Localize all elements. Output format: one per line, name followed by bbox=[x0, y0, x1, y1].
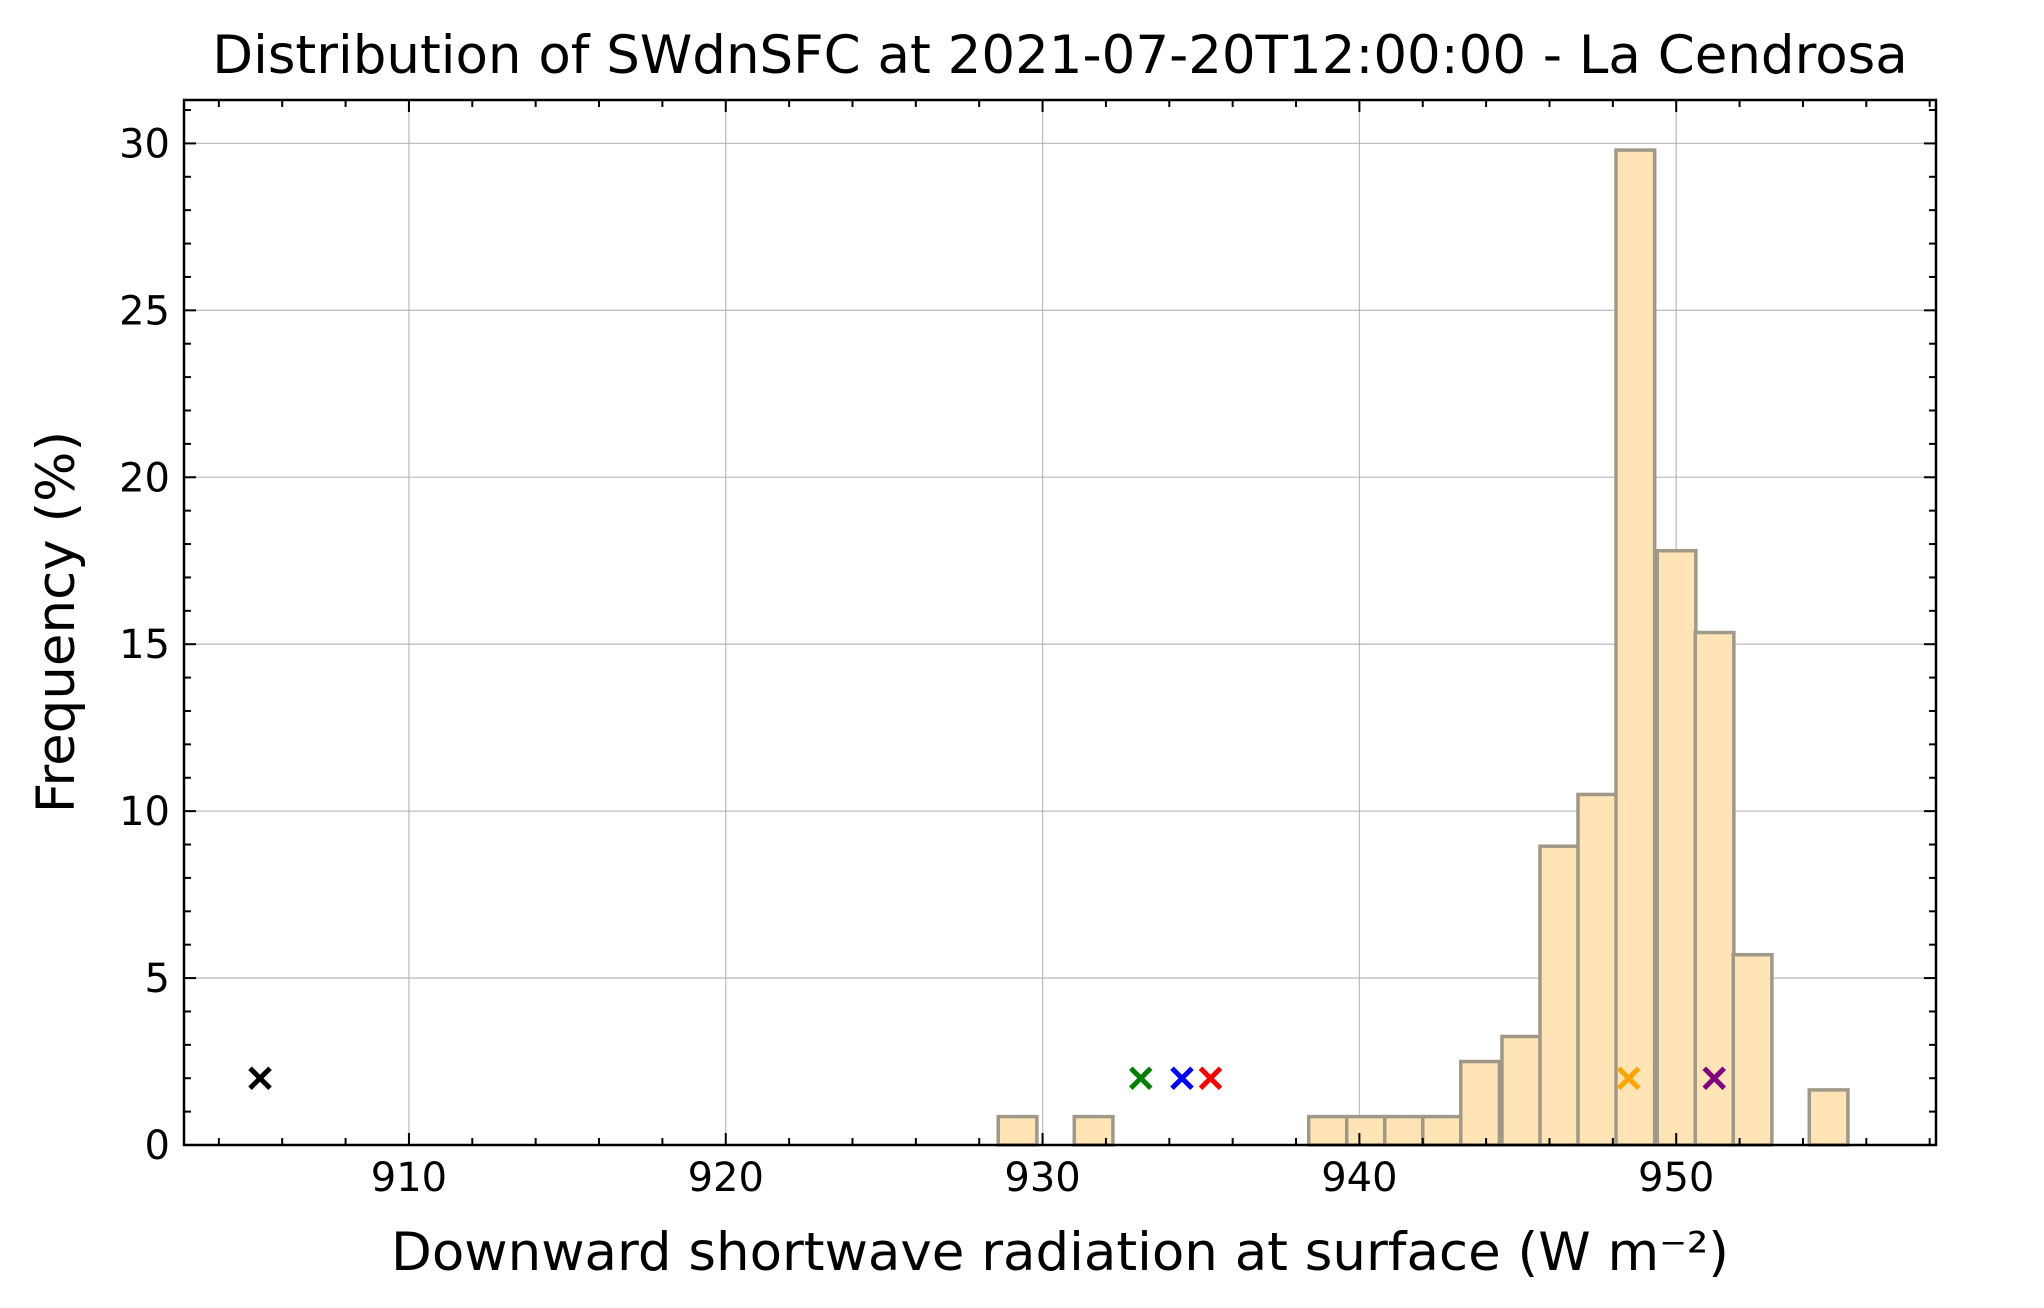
x-tick-label: 920 bbox=[688, 1155, 764, 1201]
histogram-bar bbox=[1500, 1034, 1543, 1147]
x-marker-stroke bbox=[248, 1066, 272, 1090]
histogram-bar bbox=[1655, 548, 1698, 1147]
x-marker-stroke bbox=[1129, 1066, 1153, 1090]
ticks-layer: 910 920 930 940 950 0 5 10 15 20 25 30 bbox=[119, 100, 1936, 1201]
x-marker-stroke bbox=[1170, 1066, 1194, 1090]
x-tick-label: 950 bbox=[1638, 1155, 1714, 1201]
x-tick-label: 930 bbox=[1004, 1155, 1080, 1201]
y-tick-label: 10 bbox=[119, 789, 170, 835]
histogram-bar bbox=[1538, 844, 1581, 1147]
y-tick-label: 30 bbox=[119, 121, 170, 167]
x-axis-label: Downward shortwave radiation at surface … bbox=[391, 1222, 1729, 1283]
histogram-bar bbox=[1731, 952, 1774, 1147]
x-marker-stroke bbox=[1702, 1066, 1726, 1090]
x-marker bbox=[1616, 1066, 1641, 1090]
histogram-bar bbox=[1459, 1059, 1502, 1147]
chart-title: Distribution of SWdnSFC at 2021-07-20T12… bbox=[212, 25, 1907, 86]
histogram-bar bbox=[1576, 792, 1619, 1147]
histogram-bar bbox=[1693, 630, 1736, 1147]
y-tick-label: 0 bbox=[145, 1123, 170, 1169]
histogram-bar bbox=[1382, 1114, 1426, 1147]
x-tick-label: 940 bbox=[1321, 1155, 1397, 1201]
histogram-bar bbox=[996, 1114, 1039, 1147]
plot-frame bbox=[182, 98, 1938, 1147]
x-marker bbox=[1170, 1066, 1194, 1090]
histogram-bar bbox=[1421, 1114, 1464, 1147]
x-tick-label: 910 bbox=[371, 1155, 447, 1201]
y-axis-label: Frequency (%) bbox=[26, 431, 87, 813]
histogram-bar bbox=[1344, 1114, 1388, 1147]
y-tick-label: 25 bbox=[119, 288, 170, 334]
histogram-bar bbox=[1072, 1114, 1115, 1147]
x-marker bbox=[1198, 1066, 1223, 1090]
y-tick-label: 15 bbox=[119, 622, 170, 668]
histogram-bar bbox=[1306, 1114, 1350, 1147]
y-tick-label: 5 bbox=[145, 956, 170, 1002]
x-marker bbox=[1129, 1066, 1153, 1090]
histogram-bar bbox=[1807, 1088, 1850, 1147]
x-marker-stroke bbox=[1616, 1066, 1641, 1090]
x-marker bbox=[248, 1066, 272, 1090]
markers-layer bbox=[248, 1066, 1726, 1090]
y-tick-label: 20 bbox=[119, 455, 170, 501]
x-marker-stroke bbox=[1198, 1066, 1223, 1090]
histogram-bar bbox=[1614, 148, 1657, 1147]
x-marker bbox=[1702, 1066, 1726, 1090]
